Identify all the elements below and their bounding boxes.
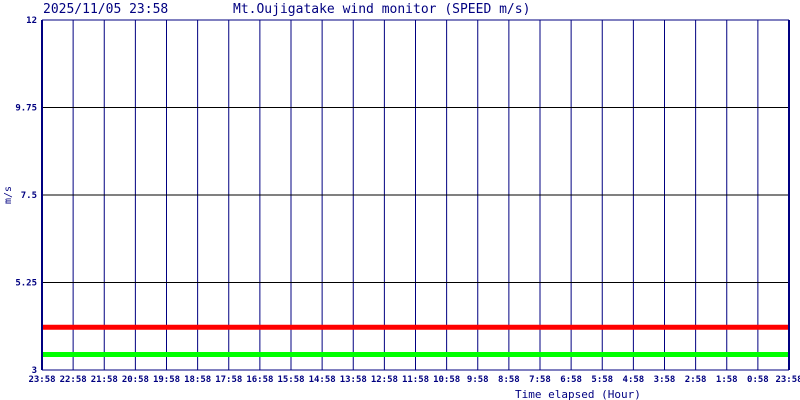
y-tick-label: 12 xyxy=(26,16,37,26)
x-tick-label: 7:58 xyxy=(529,375,551,385)
y-tick-label: 3 xyxy=(32,366,37,376)
x-tick-label: 17:58 xyxy=(215,375,242,385)
x-tick-label: 23:58 xyxy=(775,375,800,385)
x-tick-label: 21:58 xyxy=(91,375,118,385)
x-tick-label: 23:58 xyxy=(28,375,55,385)
y-tick-label: 9.75 xyxy=(15,104,37,114)
x-tick-label: 0:58 xyxy=(747,375,769,385)
x-tick-label: 4:58 xyxy=(623,375,645,385)
x-tick-label: 20:58 xyxy=(122,375,149,385)
x-tick-label: 18:58 xyxy=(184,375,211,385)
x-tick-label: 10:58 xyxy=(433,375,460,385)
timestamp: 2025/11/05 23:58 xyxy=(43,2,168,17)
x-tick-label: 13:58 xyxy=(340,375,367,385)
y-tick-label: 5.25 xyxy=(15,279,37,289)
x-tick-label: 8:58 xyxy=(498,375,520,385)
x-tick-label: 11:58 xyxy=(402,375,429,385)
x-tick-label: 2:58 xyxy=(685,375,707,385)
x-tick-label: 16:58 xyxy=(246,375,273,385)
x-tick-label: 5:58 xyxy=(591,375,613,385)
x-tick-label: 22:58 xyxy=(60,375,87,385)
x-tick-label: 19:58 xyxy=(153,375,180,385)
x-tick-label: 9:58 xyxy=(467,375,489,385)
y-tick-label: 7.5 xyxy=(21,191,37,201)
x-tick-label: 1:58 xyxy=(716,375,738,385)
x-axis-label: Time elapsed (Hour) xyxy=(515,388,641,400)
chart-title: Mt.Oujigatake wind monitor (SPEED m/s) xyxy=(233,2,530,17)
x-tick-label: 6:58 xyxy=(560,375,582,385)
x-tick-label: 12:58 xyxy=(371,375,398,385)
y-axis-label: m/s xyxy=(3,186,14,204)
x-tick-label: 14:58 xyxy=(309,375,336,385)
x-tick-label: 15:58 xyxy=(277,375,304,385)
x-tick-label: 3:58 xyxy=(654,375,676,385)
